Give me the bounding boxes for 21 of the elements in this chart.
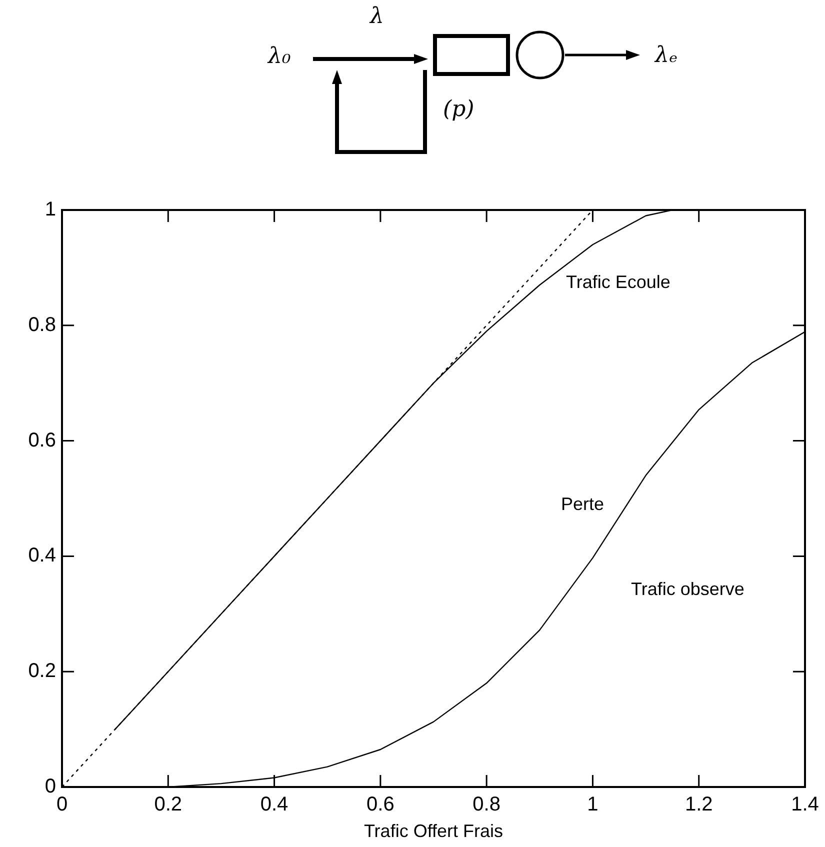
x-tick-label: 0.6 [366,794,394,816]
y-tick-label: 0 [44,776,56,798]
x-tick-label: 1 [587,794,598,816]
annotation: Trafic Ecoule [566,271,670,293]
y-tick-label: 0.2 [28,660,56,682]
y-tick-label: 0.8 [28,314,56,336]
annotation: Perte [561,493,604,515]
y-tick-label: 0.6 [28,429,56,452]
x-tick-label: 0.2 [154,794,182,816]
x-tick-label: 1.2 [684,794,713,816]
text: (p) [443,97,474,122]
x-tick-label: 1.4 [791,794,819,816]
text: λ₀ [268,44,291,69]
y-tick-label: 1 [44,198,56,221]
x-axis-title: Trafic Offert Frais [364,821,504,842]
text: λ [370,4,384,29]
annotation: Trafic observe [631,578,744,600]
text: λₑ [655,43,678,68]
x-tick-label: 0.4 [260,794,288,816]
y-tick-label: 0.4 [28,544,56,567]
x-tick-label: 0.8 [472,794,500,816]
